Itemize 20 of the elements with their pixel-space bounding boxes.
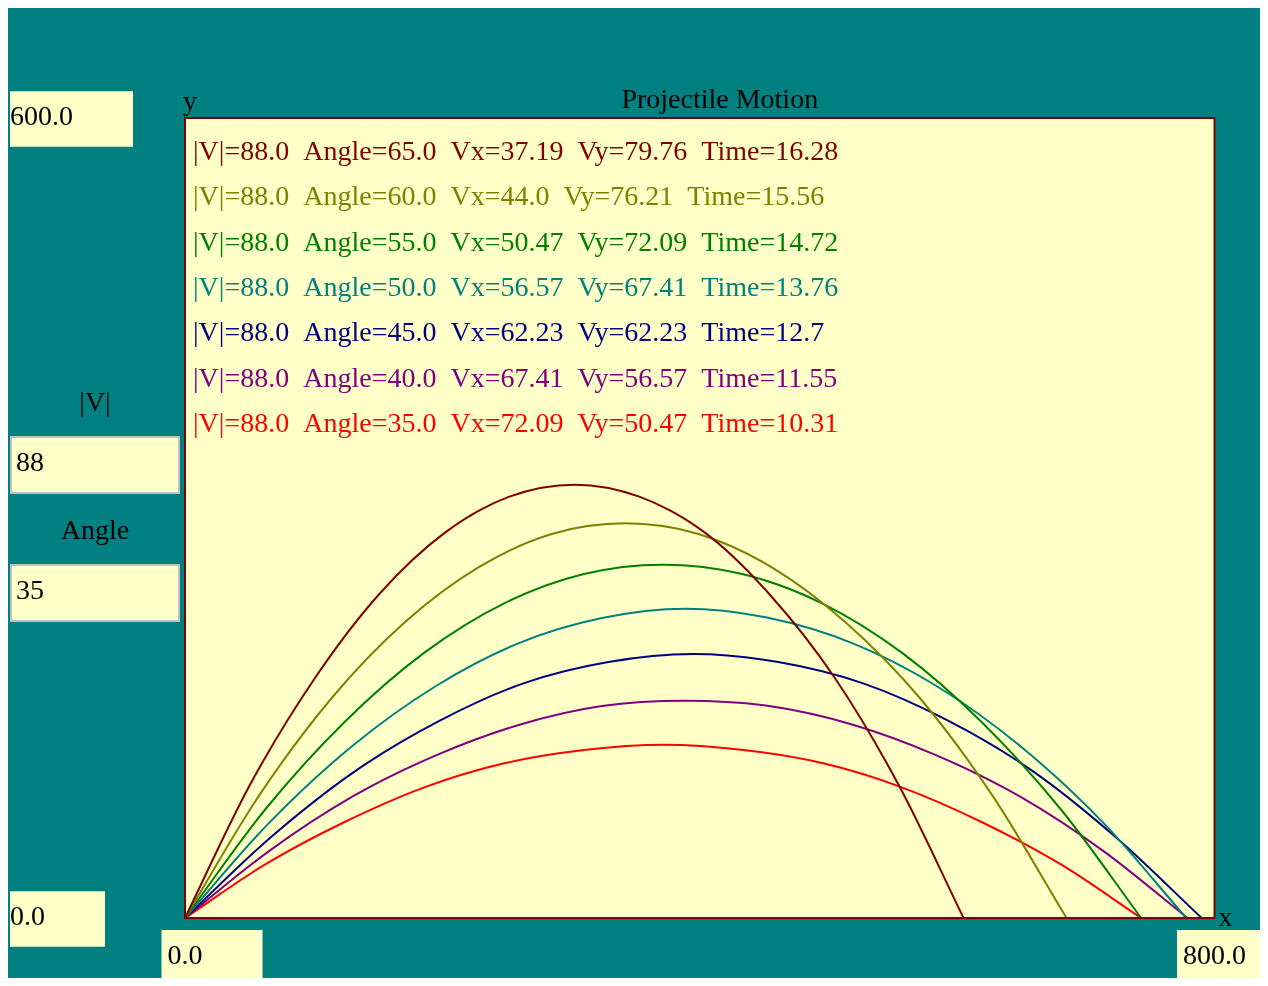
chart-title: Projectile Motion	[621, 83, 819, 114]
x-tick-label: 800.0	[1183, 939, 1246, 971]
text: 35	[10, 564, 180, 622]
text: 88	[10, 436, 180, 494]
text: |V|	[78, 386, 112, 419]
text: |V|=88.0 Angle=35.0 Vx=72.09 Vy=50.47 Time=10.31	[193, 406, 839, 438]
line-series	[185, 522, 1068, 918]
text: Angle	[59, 514, 131, 547]
y-axis-title: y	[183, 85, 197, 116]
text: |V|=88.0 Angle=65.0 Vx=37.19 Vy=79.76 Time=16.28	[193, 135, 839, 166]
text: |V|=88.0 Angle=50.0 Vx=56.57 Vy=67.41 Time=13.76	[193, 270, 839, 302]
line-series	[185, 607, 1188, 918]
text: |V|=88.0 Angle=55.0 Vx=50.47 Vy=72.09 Time=14.72	[193, 225, 839, 257]
line-series	[185, 563, 1143, 918]
text: |V|=88.0 Angle=60.0 Vx=44.0 Vy=76.21 Time=15.56	[193, 180, 825, 212]
text: |V|=88.0 Angle=40.0 Vx=67.41 Vy=56.57 Time=11.55	[193, 361, 838, 393]
text: |V|=88.0 Angle=45.0 Vx=62.23 Vy=62.23 Time=12.7	[193, 316, 825, 348]
line-series	[185, 653, 1203, 918]
x-axis-title: x	[1218, 901, 1233, 932]
y-tick-label: 600.0	[10, 100, 73, 132]
